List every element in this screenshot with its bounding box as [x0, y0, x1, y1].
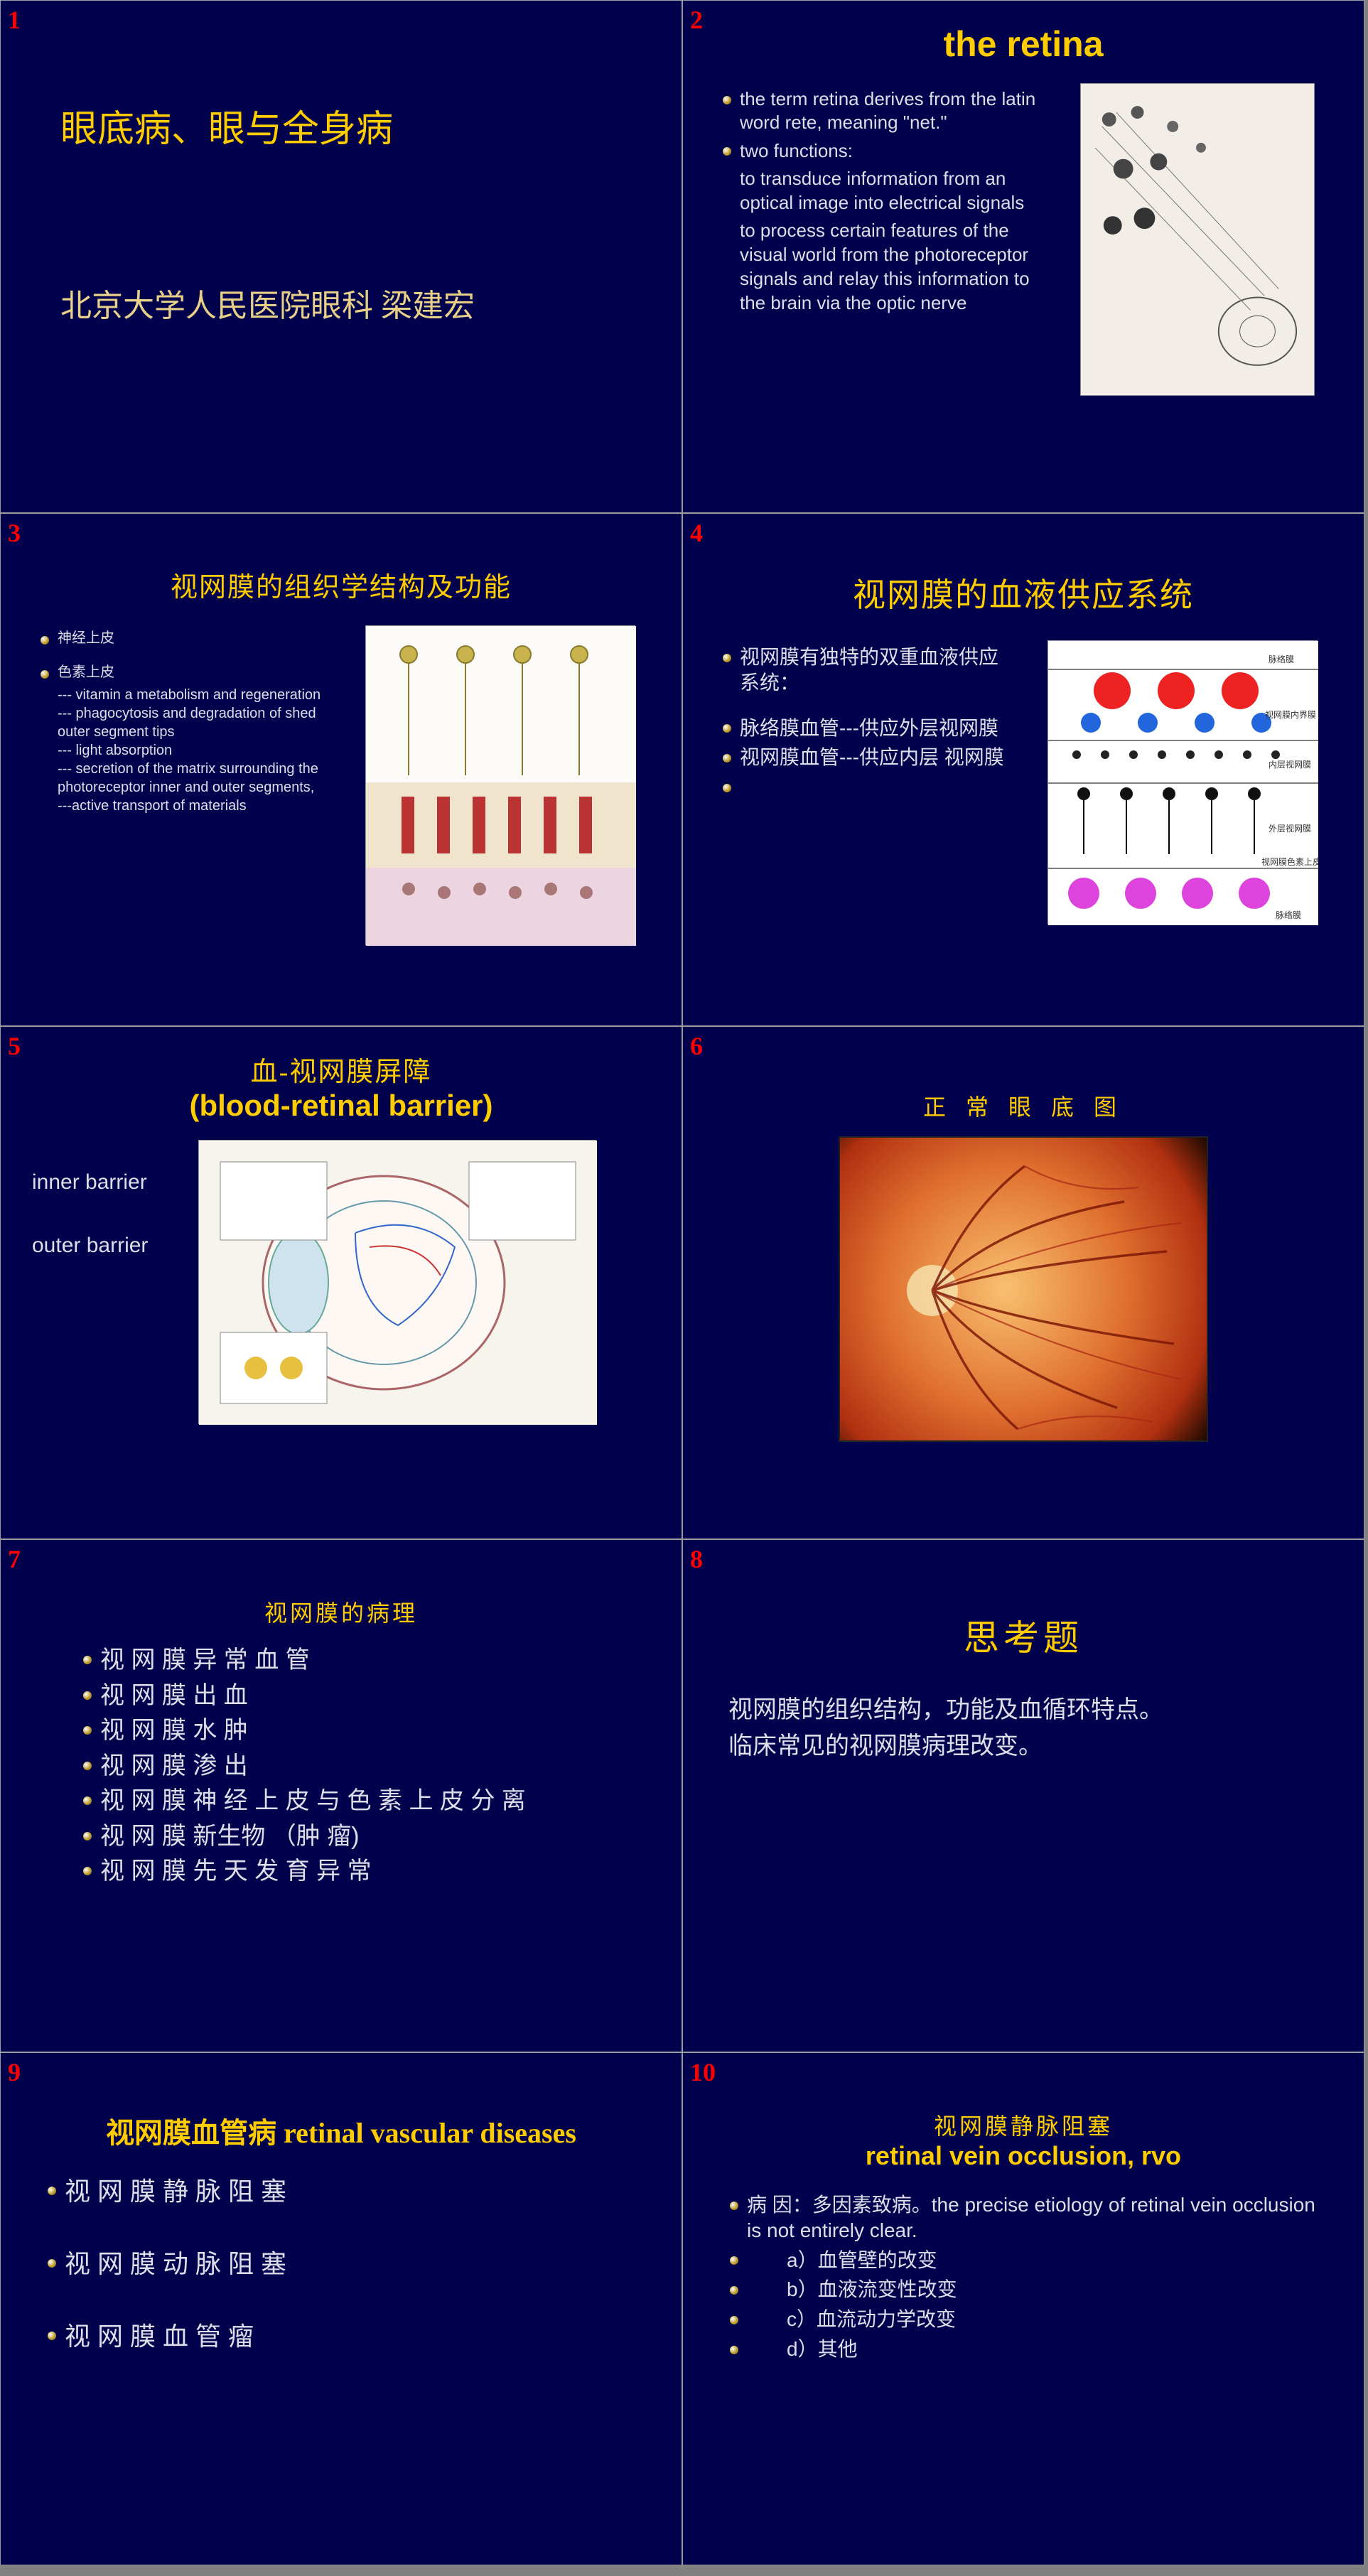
bullet: 视 网 膜 渗 出 — [83, 1751, 650, 1782]
sub-text: --- phagocytosis and degradation of shed… — [58, 704, 333, 741]
svg-text:视网膜内界膜: 视网膜内界膜 — [1265, 709, 1316, 720]
bullet: b）血液流变性改变 — [730, 2277, 1332, 2302]
slide-title: 视网膜的病理 — [32, 1595, 650, 1628]
fundus-photo — [839, 1136, 1208, 1442]
svg-text:外层视网膜: 外层视网膜 — [1269, 823, 1311, 834]
slide-2: 2 the retina the term retina derives fro… — [682, 0, 1364, 513]
slide-6: 6 正 常 眼 底 图 — [682, 1026, 1364, 1539]
bullet: c）血流动力学改变 — [730, 2307, 1332, 2332]
bullet: 视 网 膜 水 肿 — [83, 1715, 650, 1747]
sub-text: --- vitamin a metabolism and regeneratio… — [58, 686, 333, 704]
slide-title: 思考题 — [714, 1610, 1332, 1661]
bullet: the term retina derives from the latin w… — [723, 87, 1045, 135]
svg-text:视网膜色素上皮: 视网膜色素上皮 — [1261, 856, 1318, 867]
slide-title-en: (blood-retinal barrier) — [32, 1089, 650, 1123]
sub-text: --- secretion of the matrix surrounding … — [58, 760, 333, 797]
slide-10: 10 视网膜静脉阻塞 retinal vein occlusion, rvo 病… — [682, 2052, 1364, 2565]
bullet: 脉络膜血管---供应外层视网膜 — [723, 716, 1015, 741]
slide-number: 3 — [8, 518, 21, 548]
bullet: 视 网 膜 异 常 血 管 — [83, 1645, 650, 1676]
slide-number: 2 — [690, 5, 703, 35]
slide-number: 5 — [8, 1031, 21, 1061]
slide-title-cn: 视网膜静脉阻塞 — [714, 2108, 1332, 2141]
slide-title: 视网膜血管病 retinal vascular diseases — [32, 2116, 650, 2151]
bullet: 视网膜血管---供应内层 视网膜 — [723, 745, 1015, 770]
slide-5: 5 血-视网膜屏障 (blood-retinal barrier) inner … — [0, 1026, 682, 1539]
bullet: 色素上皮 — [41, 664, 333, 682]
bullet-list: the term retina derives from the latin w… — [714, 87, 1045, 163]
slide-number: 1 — [8, 5, 21, 35]
paragraph: 临床常见的视网膜病理改变。 — [728, 1728, 1332, 1764]
bullet-list: 神经上皮 色素上皮 — [32, 630, 333, 681]
slide-title: 视网膜的血液供应系统 — [714, 569, 1332, 616]
slide-number: 9 — [8, 2057, 21, 2087]
bullet: a）血管壁的改变 — [730, 2248, 1332, 2273]
slide-7: 7 视网膜的病理 视 网 膜 异 常 血 管 视 网 膜 出 血 视 网 膜 水… — [0, 1539, 682, 2052]
slide-number: 8 — [690, 1544, 703, 1574]
sub-text: to transduce information from an optical… — [740, 167, 1045, 215]
bullet-list: 病 因：多因素致病。the precise etiology of retina… — [721, 2192, 1332, 2362]
slide-title: 正 常 眼 底 图 — [714, 1089, 1332, 1122]
slide-number: 10 — [690, 2057, 716, 2087]
slide-number: 7 — [8, 1544, 21, 1574]
bullet: 视 网 膜 神 经 上 皮 与 色 素 上 皮 分 离 — [83, 1786, 650, 1817]
sub-text: to process certain features of the visua… — [740, 219, 1045, 315]
bullet: d）其他 — [730, 2337, 1332, 2362]
sub-text: ---active transport of materials — [58, 797, 333, 815]
svg-text:脉络膜: 脉络膜 — [1269, 654, 1294, 664]
barrier-diagram-image — [198, 1140, 596, 1424]
bullet: 视 网 膜 血 管 瘤 — [48, 2320, 650, 2353]
subtitle: 北京大学人民医院眼科 梁建宏 — [60, 280, 650, 325]
sub-text: --- light absorption — [58, 741, 333, 760]
blood-supply-image: 脉络膜 视网膜内界膜 内层视网膜 外层视网膜 视网膜色素上皮 脉络膜 — [1047, 640, 1318, 925]
bullet: two functions: — [723, 139, 1045, 163]
svg-text:内层视网膜: 内层视网膜 — [1269, 759, 1311, 770]
slide-number: 6 — [690, 1031, 703, 1061]
bullet: 病 因：多因素致病。the precise etiology of retina… — [730, 2192, 1332, 2243]
slide-sheet: 1 眼底病、眼与全身病 北京大学人民医院眼科 梁建宏 2 the retina … — [0, 0, 1368, 2565]
bullet: 视 网 膜 先 天 发 育 异 常 — [83, 1856, 650, 1887]
bullet: 视 网 膜 静 脉 阻 塞 — [48, 2175, 650, 2208]
main-title: 眼底病、眼与全身病 — [60, 99, 650, 152]
bullet: 神经上皮 — [41, 630, 333, 648]
slide-title-en: retinal vein occlusion, rvo — [714, 2141, 1332, 2171]
slide-8: 8 思考题 视网膜的组织结构，功能及血循环特点。 临床常见的视网膜病理改变。 — [682, 1539, 1364, 2052]
slide-9: 9 视网膜血管病 retinal vascular diseases 视 网 膜… — [0, 2052, 682, 2565]
bullet-list: 视网膜有独特的双重血液供应系统： 脉络膜血管---供应外层视网膜 视网膜血管--… — [714, 645, 1015, 770]
svg-text:脉络膜: 脉络膜 — [1276, 910, 1301, 920]
bullet: 视 网 膜 新生物 （肿 瘤) — [83, 1821, 650, 1853]
bullet-list: 视 网 膜 异 常 血 管 视 网 膜 出 血 视 网 膜 水 肿 视 网 膜 … — [75, 1645, 650, 1887]
bullet: 视 网 膜 出 血 — [83, 1681, 650, 1712]
bullet: 视 网 膜 动 脉 阻 塞 — [48, 2248, 650, 2280]
retina-sketch-image — [1080, 83, 1315, 396]
slide-title: the retina — [714, 23, 1332, 65]
slide-title: 视网膜的组织学结构及功能 — [32, 565, 650, 604]
slide-grid: 1 眼底病、眼与全身病 北京大学人民医院眼科 梁建宏 2 the retina … — [0, 0, 1368, 2565]
label-inner: inner barrier — [32, 1168, 181, 1196]
bullet: 视网膜有独特的双重血液供应系统： — [723, 645, 1015, 696]
slide-number: 4 — [690, 518, 703, 548]
slide-title-cn: 血-视网膜屏障 — [32, 1050, 650, 1089]
slide-3: 3 视网膜的组织学结构及功能 神经上皮 色素上皮 --- vitamin a m… — [0, 513, 682, 1026]
bullet-list: 视 网 膜 静 脉 阻 塞 视 网 膜 动 脉 阻 塞 视 网 膜 血 管 瘤 — [39, 2175, 650, 2353]
retina-layers-image — [365, 625, 635, 945]
slide-1: 1 眼底病、眼与全身病 北京大学人民医院眼科 梁建宏 — [0, 0, 682, 513]
label-outer: outer barrier — [32, 1232, 181, 1259]
paragraph: 视网膜的组织结构，功能及血循环特点。 — [728, 1692, 1332, 1728]
slide-4: 4 视网膜的血液供应系统 视网膜有独特的双重血液供应系统： 脉络膜血管---供应… — [682, 513, 1364, 1026]
